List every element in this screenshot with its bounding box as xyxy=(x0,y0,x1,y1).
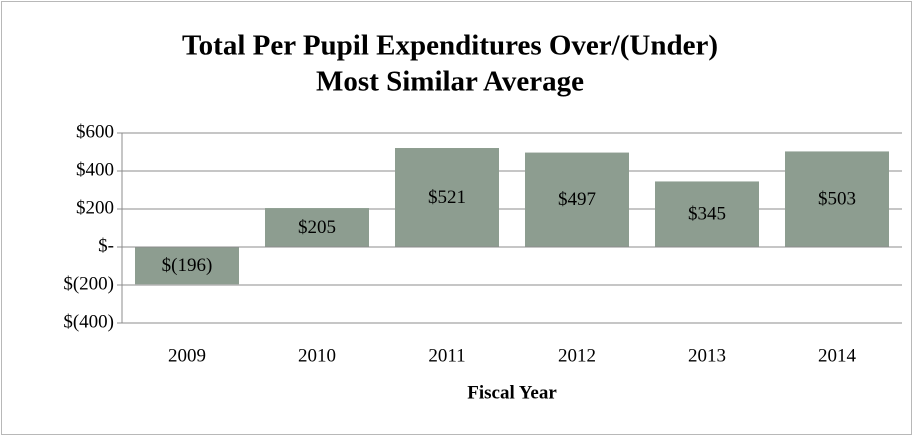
chart-title: Total Per Pupil Expenditures Over/(Under… xyxy=(182,30,718,62)
y-tick-label: $200 xyxy=(76,197,114,218)
data-label: $497 xyxy=(558,189,596,210)
bar xyxy=(135,247,239,285)
x-tick-label: 2009 xyxy=(168,345,206,366)
data-label: $(196) xyxy=(162,255,213,276)
bar xyxy=(655,181,759,247)
bar xyxy=(525,152,629,247)
data-label: $345 xyxy=(688,204,726,225)
bar xyxy=(395,148,499,247)
x-axis-label: Fiscal Year xyxy=(467,382,557,403)
data-label: $521 xyxy=(428,187,466,208)
x-tick-label: 2010 xyxy=(298,345,336,366)
chart-title: Most Similar Average xyxy=(316,66,584,98)
x-tick-label: 2011 xyxy=(428,345,465,366)
y-tick-label: $- xyxy=(98,235,114,256)
x-tick-label: 2013 xyxy=(688,345,726,366)
bar xyxy=(785,151,889,247)
y-tick-label: $600 xyxy=(76,121,114,142)
x-tick-label: 2014 xyxy=(818,345,857,366)
x-tick-label: 2012 xyxy=(558,345,596,366)
data-label: $503 xyxy=(818,189,856,210)
data-label: $205 xyxy=(298,217,336,238)
bar xyxy=(265,208,369,247)
y-tick-label: $(200) xyxy=(63,273,114,294)
y-tick-label: $(400) xyxy=(63,311,114,332)
y-tick-label: $400 xyxy=(76,159,114,180)
